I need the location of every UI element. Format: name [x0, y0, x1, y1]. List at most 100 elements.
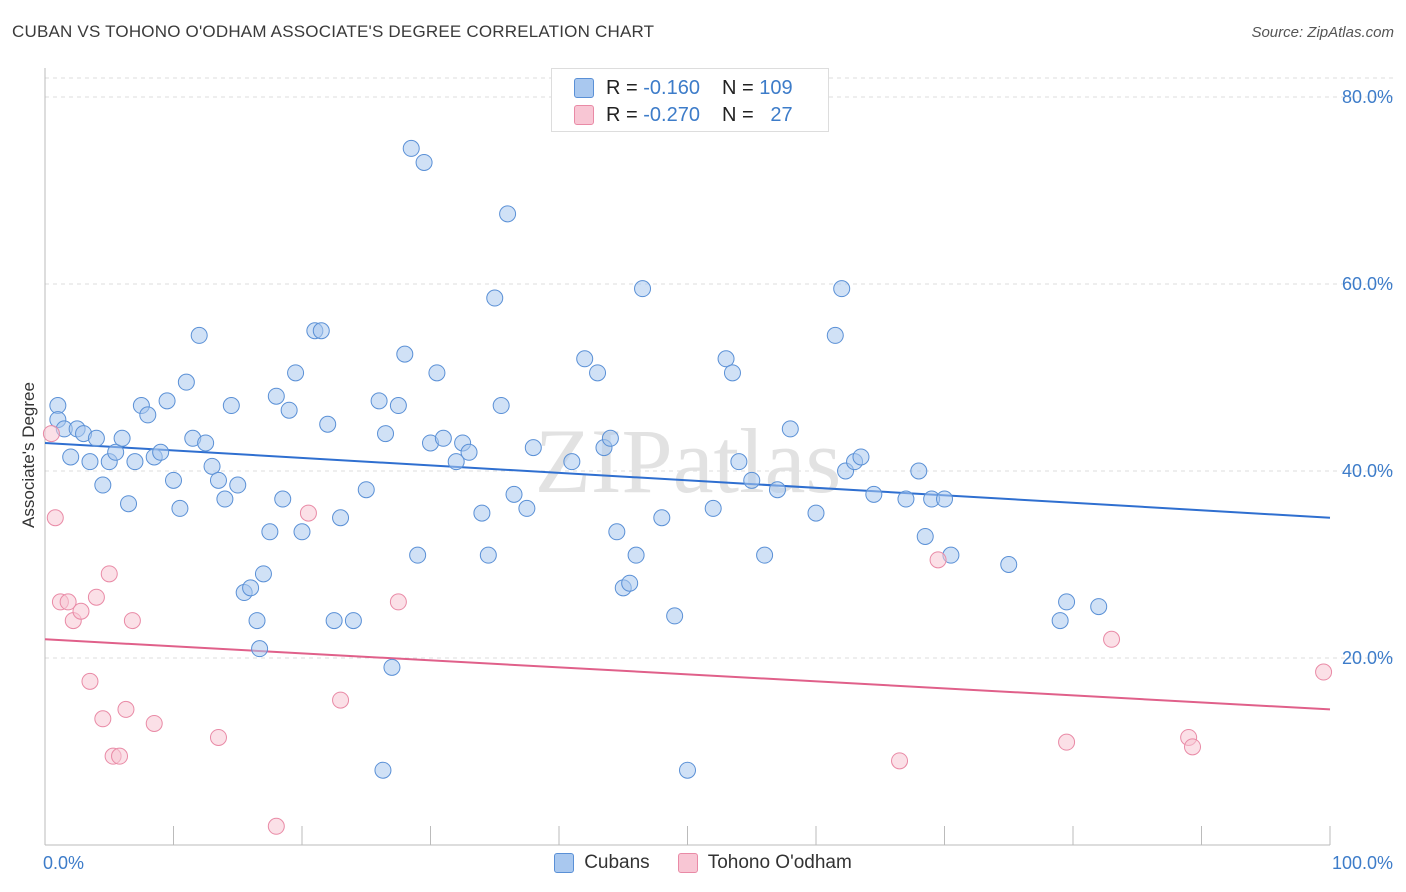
grid-lines: [45, 77, 1393, 659]
data-point-cubans: [248, 612, 266, 630]
data-point-cubans: [499, 205, 517, 223]
data-point-cubans: [447, 453, 465, 471]
data-point-tohono: [1103, 630, 1121, 648]
data-point-cubans: [608, 523, 626, 541]
data-point-cubans: [634, 280, 652, 298]
legend-swatch-cubans: [574, 78, 594, 98]
data-point-cubans: [833, 280, 851, 298]
data-point-cubans: [428, 364, 446, 382]
data-point-cubans: [377, 425, 395, 443]
data-point-cubans: [768, 481, 786, 499]
data-point-cubans: [524, 439, 542, 457]
legend-r-label: R =: [606, 103, 638, 126]
data-point-tohono: [891, 752, 909, 770]
data-point-cubans: [242, 579, 260, 597]
legend-item-tohono[interactable]: Tohono O'odham: [677, 852, 852, 874]
data-point-cubans: [344, 612, 362, 630]
data-point-cubans: [723, 364, 741, 382]
data-point-tohono: [1315, 663, 1333, 681]
data-point-tohono: [1184, 738, 1202, 756]
data-point-cubans: [126, 453, 144, 471]
data-point-cubans: [563, 453, 581, 471]
stats-legend: R = -0.160 N = 109 R = -0.270 N = 27: [551, 68, 829, 132]
legend-n-label: N =: [721, 76, 754, 99]
data-point-cubans: [312, 322, 330, 340]
data-point-cubans: [357, 481, 375, 499]
data-point-cubans: [203, 457, 221, 475]
data-point-tohono: [209, 728, 227, 746]
data-point-cubans: [171, 499, 189, 517]
legend-swatch-cubans: [554, 853, 575, 873]
data-point-cubans: [807, 504, 825, 522]
data-point-cubans: [190, 326, 208, 344]
legend-item-cubans[interactable]: Cubans: [554, 852, 650, 874]
trend-line-tohono: [44, 638, 1331, 711]
data-point-cubans: [601, 429, 619, 447]
data-point-tohono: [145, 714, 163, 732]
data-point-cubans: [267, 387, 285, 405]
axes: [44, 68, 1331, 846]
tick-labels: 20.0% 40.0% 60.0% 80.0% 0.0% 100.0%: [43, 87, 1393, 873]
data-point-cubans: [486, 289, 504, 307]
data-point-cubans: [389, 397, 407, 415]
data-point-tohono: [1058, 733, 1076, 751]
data-point-cubans: [177, 373, 195, 391]
data-point-cubans: [897, 490, 915, 508]
data-point-tohono: [267, 817, 285, 835]
y-tick-label: 20.0%: [1342, 648, 1393, 668]
data-point-cubans: [113, 429, 131, 447]
data-point-cubans: [261, 523, 279, 541]
data-point-cubans: [165, 471, 182, 489]
y-axis-label: Associate's Degree: [19, 382, 38, 528]
data-point-cubans: [492, 397, 510, 415]
data-point-cubans: [621, 574, 639, 592]
source-label: Source: ZipAtlas.com: [1251, 24, 1394, 41]
data-point-cubans: [1051, 612, 1069, 630]
data-point-tohono: [72, 602, 90, 620]
data-point-cubans: [415, 153, 433, 171]
data-point-cubans: [274, 490, 292, 508]
data-point-cubans: [589, 364, 607, 382]
data-points: [42, 139, 1333, 835]
legend-row-tohono: R = -0.270 N = 27: [574, 102, 793, 128]
data-point-cubans: [473, 504, 491, 522]
data-point-cubans: [434, 429, 452, 447]
data-point-cubans: [743, 471, 761, 489]
data-point-cubans: [1090, 598, 1108, 616]
data-point-tohono: [123, 612, 141, 630]
data-point-cubans: [94, 476, 112, 494]
data-point-cubans: [730, 453, 748, 471]
data-point-cubans: [370, 392, 388, 410]
legend-n-label: N =: [721, 103, 754, 126]
trend-line-cubans: [44, 441, 1331, 519]
chart-title: CUBAN VS TOHONO O'ODHAM ASSOCIATE'S DEGR…: [12, 22, 655, 41]
data-point-cubans: [332, 509, 350, 527]
x-tick-label: 0.0%: [43, 853, 84, 873]
data-point-cubans: [910, 462, 928, 480]
data-point-cubans: [139, 406, 157, 424]
data-point-tohono: [42, 425, 60, 443]
data-point-cubans: [576, 350, 594, 368]
data-point-cubans: [120, 495, 138, 513]
y-tick-label: 40.0%: [1342, 461, 1393, 481]
legend-r-value: -0.160: [643, 76, 700, 99]
legend-n-value: 27: [770, 103, 793, 126]
data-point-cubans: [62, 448, 80, 466]
data-point-cubans: [653, 509, 671, 527]
data-point-tohono: [332, 691, 350, 709]
data-point-tohono: [94, 710, 112, 728]
y-tick-label: 80.0%: [1342, 87, 1393, 107]
data-point-cubans: [916, 527, 934, 545]
data-point-cubans: [107, 443, 125, 461]
data-point-cubans: [627, 546, 645, 564]
data-point-cubans: [81, 453, 99, 471]
data-point-cubans: [87, 429, 105, 447]
data-point-tohono: [59, 593, 77, 611]
legend-r-label: R =: [606, 76, 638, 99]
data-point-cubans: [756, 546, 774, 564]
data-point-cubans: [280, 401, 298, 419]
data-point-cubans: [325, 612, 343, 630]
data-point-cubans: [254, 565, 272, 583]
legend-swatch-tohono: [677, 853, 698, 873]
data-point-tohono: [299, 504, 317, 522]
